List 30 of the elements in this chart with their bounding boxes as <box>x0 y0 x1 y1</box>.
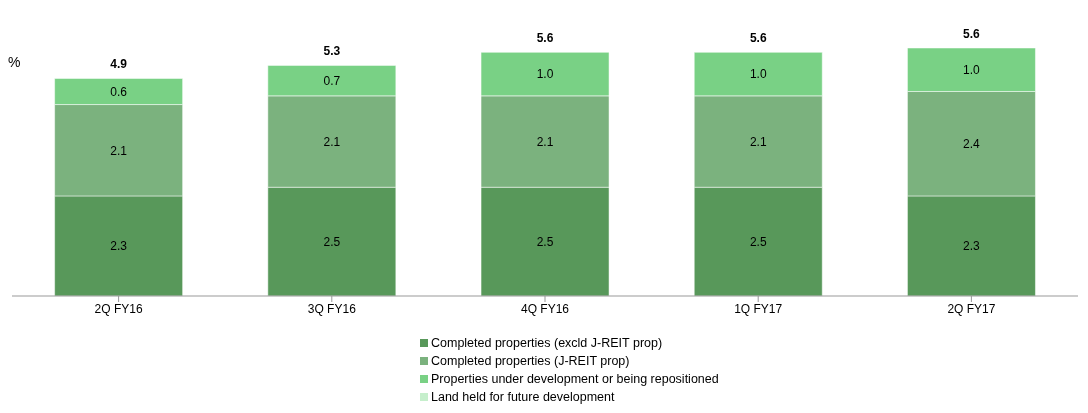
data-label: 2.5 <box>536 234 554 249</box>
total-label: 5.6 <box>749 31 767 46</box>
total-label: 5.3 <box>323 44 341 59</box>
x-tick-label: 4Q FY16 <box>520 301 570 316</box>
data-label: 0.6 <box>110 84 128 99</box>
legend-label: Land held for future development <box>431 389 615 406</box>
data-label: 1.0 <box>749 67 767 82</box>
data-label: 2.1 <box>323 134 341 149</box>
total-label: 4.9 <box>110 57 128 72</box>
x-tick-label: 2Q FY16 <box>94 301 143 316</box>
legend-label: Completed properties (J-REIT prop) <box>431 353 630 370</box>
data-label: 2.5 <box>749 234 767 249</box>
data-label: 2.3 <box>963 239 981 254</box>
legend-label: Completed properties (excld J-REIT prop) <box>431 335 663 352</box>
x-tick-label: 2Q FY17 <box>947 301 996 316</box>
data-label: 2.1 <box>536 134 554 149</box>
x-tick-label: 1Q FY17 <box>734 301 783 316</box>
data-label: 2.4 <box>963 136 981 151</box>
total-label: 5.6 <box>963 27 981 41</box>
data-label: 2.5 <box>323 234 341 249</box>
data-label: 2.1 <box>110 143 128 158</box>
legend-label: Properties under development or being repositioned <box>431 371 719 388</box>
data-label: 2.3 <box>110 239 128 254</box>
total-label: 5.6 <box>536 31 554 46</box>
data-label: 1.0 <box>536 67 554 82</box>
x-tick-label: 3Q FY16 <box>307 301 357 316</box>
data-label: 2.1 <box>749 134 767 149</box>
y-axis-title: % <box>8 54 21 70</box>
data-label: 1.0 <box>963 63 981 78</box>
data-label: 0.7 <box>323 73 341 88</box>
